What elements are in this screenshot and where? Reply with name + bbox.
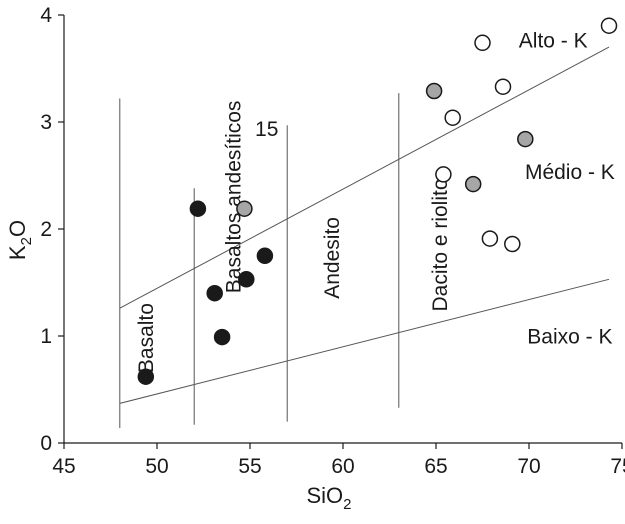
y-ticks: 0 1 2 3 4 xyxy=(40,4,64,455)
data-point xyxy=(238,271,255,288)
y-axis-title: K2O xyxy=(5,220,35,260)
boundary-line xyxy=(119,46,610,309)
x-tick-label: 75 xyxy=(610,455,625,478)
data-point xyxy=(189,200,207,217)
data-point xyxy=(206,284,223,302)
data-point xyxy=(236,200,253,217)
data-point xyxy=(435,166,452,183)
data-point xyxy=(256,247,274,265)
data-point xyxy=(464,175,482,193)
x-tick-label: 70 xyxy=(517,455,540,478)
data-point xyxy=(213,328,231,346)
x-ticks: 45 50 55 60 65 70 75 xyxy=(52,443,625,478)
x-tick-label: 60 xyxy=(331,455,354,478)
data-point xyxy=(474,34,491,52)
y-tick-label: 3 xyxy=(40,111,52,134)
field-label: Andesito xyxy=(321,217,344,299)
y-tick-label: 1 xyxy=(40,325,52,348)
y-tick-label: 4 xyxy=(40,4,52,27)
data-point xyxy=(517,130,534,148)
data-points xyxy=(137,17,618,385)
field-label: Basaltos andesíticos xyxy=(223,101,246,294)
x-tick-label: 55 xyxy=(238,455,261,478)
x-axis-title: SiO2 xyxy=(306,483,351,513)
data-point xyxy=(494,78,512,95)
field-boundaries xyxy=(119,46,610,428)
data-point xyxy=(600,17,618,34)
data-point xyxy=(425,82,443,100)
x-tick-label: 65 xyxy=(424,455,447,478)
boundary-line xyxy=(119,278,610,404)
field-label: Baixo - K xyxy=(527,326,612,349)
field-labels: Basalto Basaltos andesíticos 15 Andesito Dac… xyxy=(135,29,615,373)
field-label: Dacito e riolito xyxy=(429,178,452,311)
field-label: Médio - K xyxy=(525,161,615,184)
field-label: 15 xyxy=(255,118,278,141)
data-point xyxy=(137,368,155,385)
data-point xyxy=(481,230,499,247)
data-point xyxy=(444,109,461,126)
field-label: Basalto xyxy=(135,303,158,373)
x-tick-label: 45 xyxy=(52,455,75,478)
y-tick-label: 2 xyxy=(40,218,52,241)
field-label: Alto - K xyxy=(519,29,588,52)
data-point xyxy=(504,235,521,253)
x-tick-label: 50 xyxy=(145,455,168,478)
y-tick-label: 0 xyxy=(40,432,52,455)
